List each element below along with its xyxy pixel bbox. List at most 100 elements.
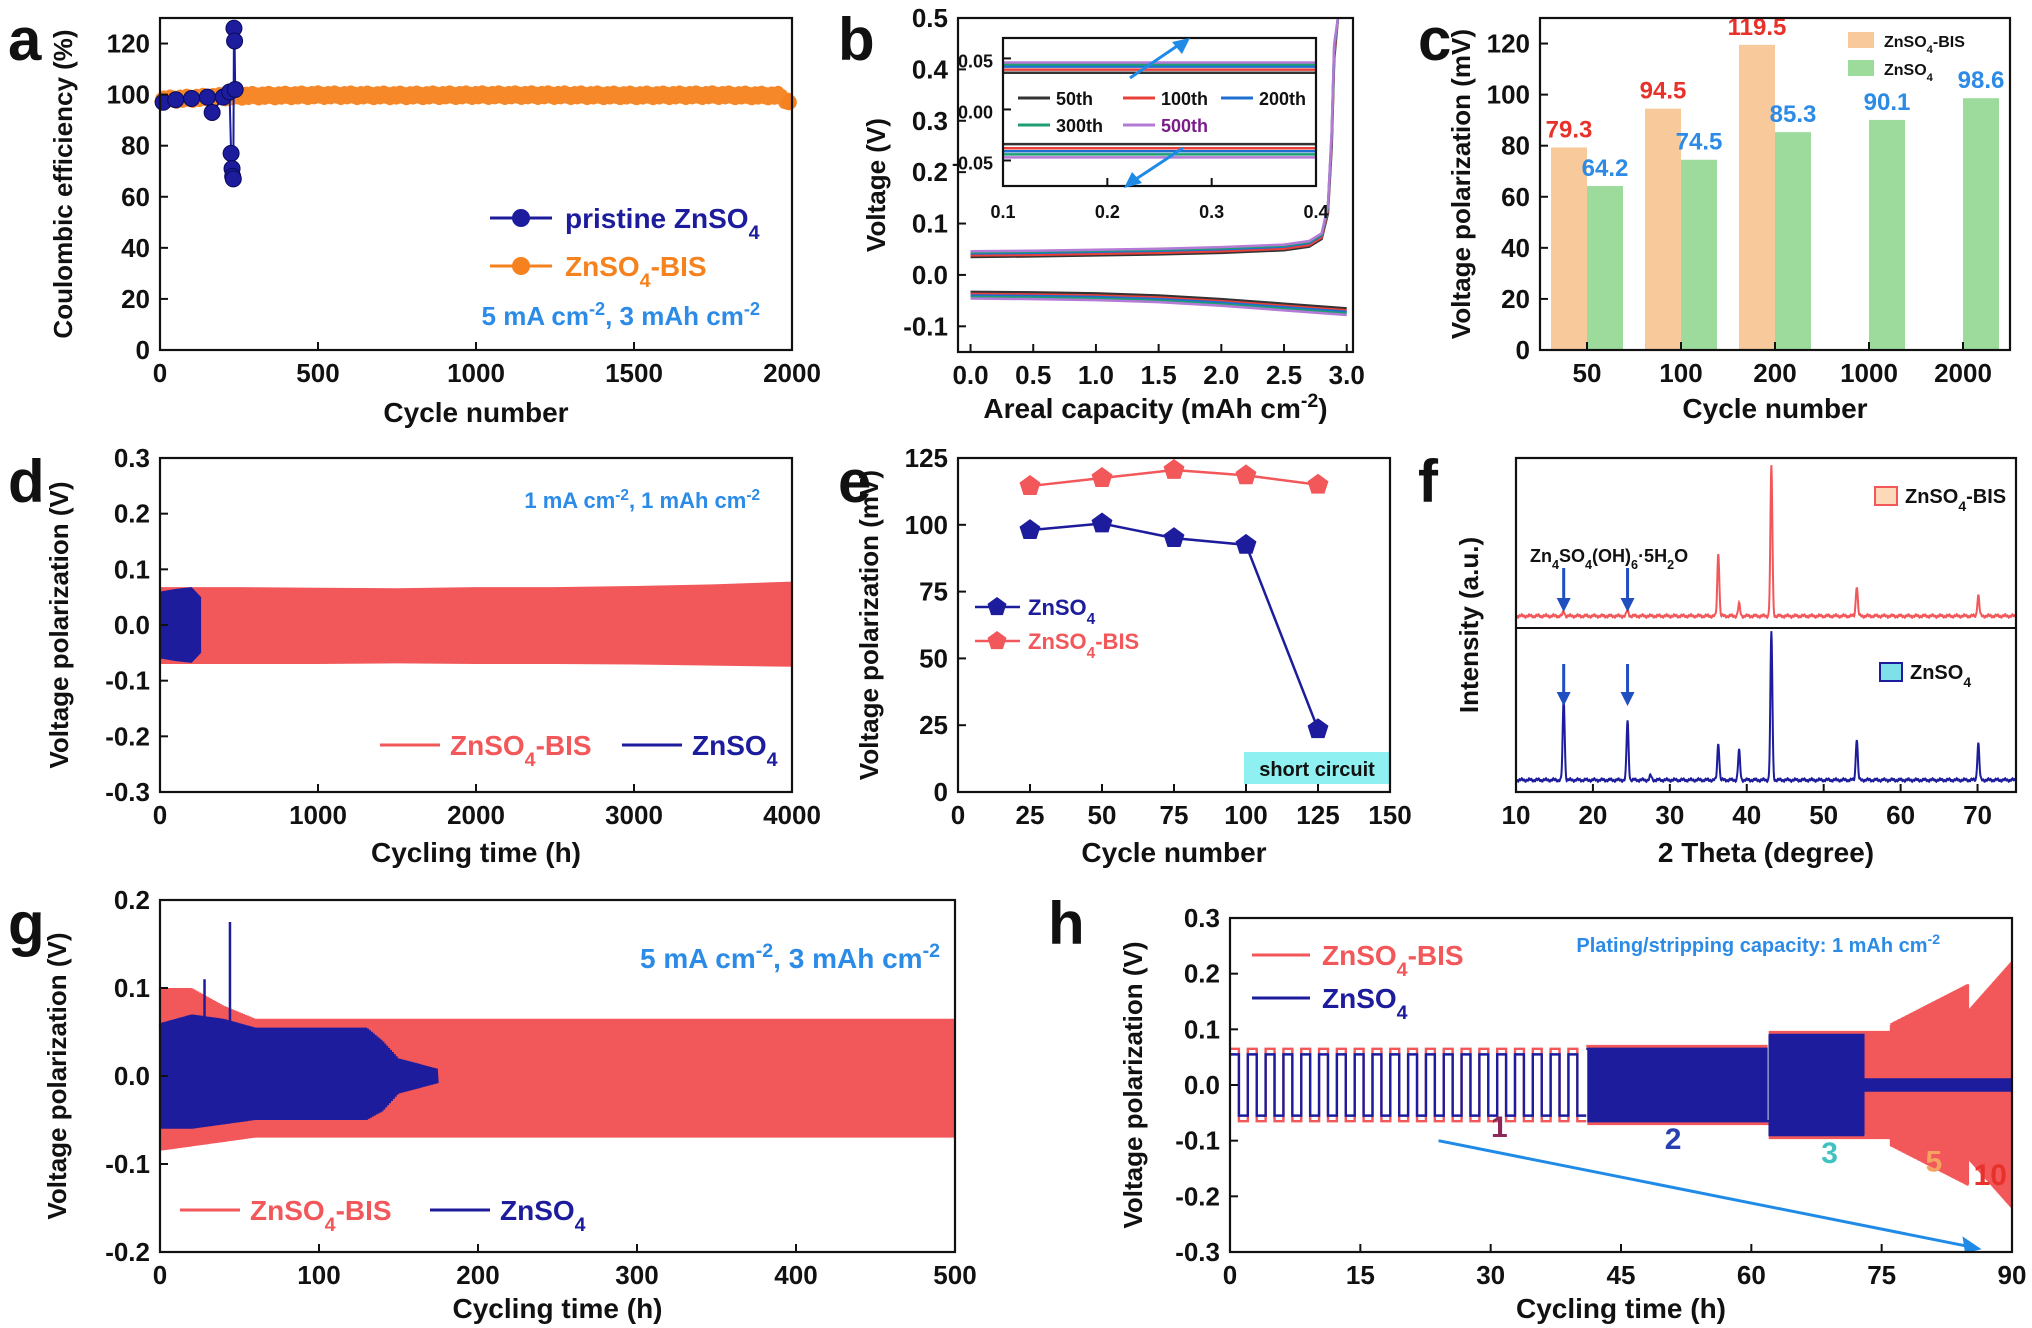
b-xtick-label: 2.0 [1203, 360, 1239, 390]
b-inset-xtick-label: 0.1 [990, 202, 1015, 222]
h-ytick-label: -0.3 [1175, 1237, 1220, 1267]
b-inset-ytick-label: -0.05 [952, 153, 993, 173]
c-data-label: 64.2 [1582, 155, 1629, 182]
a-ytick-label: 20 [121, 284, 150, 314]
d-xtick-label: 1000 [289, 800, 347, 830]
f-frame [1514, 456, 2018, 794]
c-ytick-label: 80 [1501, 131, 1530, 161]
e-legend-marker [987, 597, 1007, 616]
g-xlabel: Cycling time (h) [452, 1293, 662, 1324]
e-point-ZnSO4 [1235, 533, 1257, 554]
e-point-ZnSO4 [1307, 718, 1329, 739]
d-xtick-label: 4000 [763, 800, 821, 830]
h-xtick-label: 60 [1737, 1260, 1766, 1290]
f-xtick-label: 10 [1502, 800, 1531, 830]
g-ylabel: Voltage polarization (V) [42, 933, 72, 1220]
c-bar-ZnSO4-50 [1587, 186, 1623, 350]
h-legend-label: ZnSO4-BIS [1322, 940, 1464, 981]
g-annotation: 5 mA cm-2, 3 mAh cm-2 [640, 940, 940, 974]
b-discharge-curve-200th [970, 294, 1347, 314]
h-xtick-label: 0 [1223, 1260, 1237, 1290]
a-xtick-label: 1000 [447, 358, 505, 388]
b-xtick-label: 0.0 [952, 360, 988, 390]
f-ylabel: Intensity (a.u.) [1454, 537, 1484, 713]
a-xtick-label: 0 [153, 358, 167, 388]
e-short-circuit-box [1244, 752, 1390, 784]
c-xtick-label: 200 [1753, 358, 1796, 388]
a-ytick-label: 120 [107, 29, 150, 59]
a-ytick-label: 40 [121, 233, 150, 263]
c-bar-ZnSO4-BIS-50 [1551, 147, 1587, 350]
a-ylabel: Coulombic efficiency (%) [48, 29, 78, 338]
e-point-ZnSO4 [1019, 519, 1041, 540]
g-xtick-label: 400 [774, 1260, 817, 1290]
h-annotation: Plating/stripping capacity: 1 mAh cm-2 [1576, 931, 1940, 957]
h-xtick-label: 90 [1998, 1260, 2027, 1290]
f-peak-arrow-head [1556, 692, 1571, 706]
e-xlabel: Cycle number [1081, 837, 1266, 868]
c-ytick-label: 100 [1487, 80, 1530, 110]
h-panel: 1 2 3 5 10 0 15 30 45 60 75 90 -0.3 -0.2 -0.1 0.0 0.1 0.2… [1175, 903, 2026, 1290]
h-current-label: 1 [1491, 1111, 1508, 1144]
d-ytick-label: 0.2 [114, 499, 150, 529]
f-pattern-znso4 [1515, 631, 2017, 784]
c-panel: 79.364.25094.574.5100119.585.320090.1100… [1487, 14, 2012, 388]
a-xtick-label: 500 [296, 358, 339, 388]
h-osc-znso4-seg [1864, 1078, 2012, 1092]
c-bar-ZnSO4-100 [1681, 159, 1717, 350]
b-xtick-label: 0.5 [1015, 360, 1051, 390]
e-point-ZnSO4 [1163, 527, 1185, 548]
b-ylabel: Voltage (V) [861, 118, 891, 252]
d-legend-label: ZnSO4-BIS [450, 730, 592, 771]
a-ytick-label: 0 [136, 335, 150, 365]
a-point-pristine [198, 88, 216, 106]
e-xtick-label: 50 [1088, 800, 1117, 830]
c-legend-swatch [1848, 60, 1874, 76]
e-point-ZnSO4-BIS [1019, 475, 1041, 495]
e-ytick-label: 25 [919, 710, 948, 740]
e-legend-label: ZnSO4 [1028, 595, 1096, 628]
e-ytick-label: 75 [919, 577, 948, 607]
h-osc-znso4-seg [1230, 1053, 1587, 1117]
d-legend-label: ZnSO4 [692, 730, 778, 771]
a-ytick-label: 100 [107, 80, 150, 110]
b-ytick-label: 0.1 [912, 209, 948, 239]
d-panel: 0 1000 2000 3000 4000 -0.3 -0.2 -0.1 0.0 0.1 0.2 0.… [105, 443, 821, 830]
f-xtick-label: 60 [1886, 800, 1915, 830]
a-point-pristine [203, 103, 221, 121]
c-data-label: 90.1 [1864, 89, 1911, 116]
g-xtick-label: 100 [297, 1260, 340, 1290]
c-xtick-label: 1000 [1840, 358, 1898, 388]
d-ytick-label: -0.1 [105, 666, 150, 696]
panel-label-h: h [1048, 890, 1085, 957]
c-ytick-label: 60 [1501, 182, 1530, 212]
h-ytick-label: -0.1 [1175, 1126, 1220, 1156]
a-annotation: 5 mA cm-2, 3 mAh cm-2 [482, 299, 760, 331]
d-xtick-label: 3000 [605, 800, 663, 830]
h-xlabel: Cycling time (h) [1516, 1293, 1726, 1324]
b-inset-arrow-down-head [1124, 172, 1142, 188]
a-point-pristine [224, 170, 242, 188]
b-panel: 0.0 0.5 1.0 1.5 2.0 2.5 3.0-0.10.00.10.20.30.4… [903, 3, 1365, 390]
e-ytick-label: 50 [919, 643, 948, 673]
c-xtick-label: 100 [1659, 358, 1702, 388]
f-xtick-label: 30 [1655, 800, 1684, 830]
c-legend-label: ZnSO4-BIS [1884, 34, 1965, 56]
panel-label-c: c [1418, 6, 1451, 73]
b-legend-label: 50th [1056, 89, 1093, 109]
h-xtick-label: 45 [1607, 1260, 1636, 1290]
c-data-label: 98.6 [1958, 67, 2005, 94]
h-current-label: 3 [1821, 1137, 1838, 1170]
f-pattern-znso4-bis [1515, 465, 2017, 620]
a-xlabel: Cycle number [383, 397, 568, 428]
h-ytick-label: 0.3 [1184, 903, 1220, 933]
c-data-label: 94.5 [1640, 78, 1687, 105]
e-xtick-label: 25 [1016, 800, 1045, 830]
e-point-ZnSO4-BIS [1091, 467, 1113, 487]
g-legend-label: ZnSO4 [500, 1195, 586, 1236]
f-xlabel: 2 Theta (degree) [1658, 837, 1874, 868]
c-ytick-label: 0 [1516, 335, 1530, 365]
b-ytick-label: 0.3 [912, 106, 948, 136]
d-band-ZnSO4-BIS [160, 581, 792, 667]
b-inset-arrow-down [1129, 146, 1184, 185]
